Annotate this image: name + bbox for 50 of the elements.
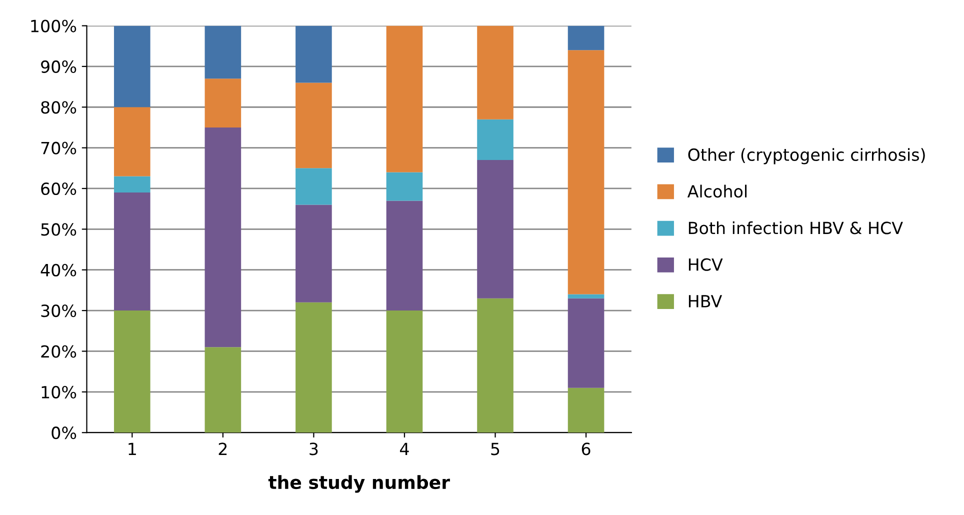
y-tick-label: 50% — [41, 223, 76, 236]
bar — [477, 26, 514, 120]
bar — [296, 82, 332, 168]
y-tick-label: 100% — [31, 20, 76, 32]
bar — [568, 26, 604, 50]
bar — [296, 302, 332, 433]
bar — [114, 26, 150, 108]
bar — [477, 298, 514, 433]
bar — [386, 172, 423, 201]
bar — [386, 310, 423, 433]
bar — [568, 294, 604, 298]
x-tick-label: 6 — [582, 442, 590, 456]
legend-label: Alcohol — [687, 184, 747, 198]
x-tick-label: 5 — [491, 442, 500, 456]
y-tick-label: 70% — [41, 142, 76, 154]
bar — [204, 78, 242, 128]
bar — [568, 50, 604, 294]
legend-label: Both infection HBV & HCV — [688, 221, 903, 234]
bar — [477, 160, 514, 298]
x-axis-title: the study number — [268, 475, 450, 493]
bar — [296, 26, 332, 83]
bar — [386, 200, 423, 311]
x-tick-label: 4 — [400, 442, 409, 455]
x-tick-label: 3 — [310, 442, 318, 456]
y-tick-label: 40% — [40, 264, 76, 276]
bar — [204, 347, 242, 433]
legend-label: Other (cryptogenic cirrhosis) — [688, 148, 925, 164]
y-tick-label: 80% — [41, 101, 76, 114]
bar — [386, 26, 423, 172]
bar — [114, 192, 150, 311]
x-tick-label: 1 — [128, 442, 136, 455]
y-tick-label: 10% — [42, 386, 76, 398]
bar — [477, 119, 514, 160]
bar — [568, 388, 604, 433]
bar — [296, 168, 332, 205]
bar — [204, 26, 242, 79]
legend-label: HCV — [688, 258, 723, 271]
bar — [114, 107, 150, 176]
bar — [204, 127, 242, 348]
bar — [114, 176, 150, 193]
y-tick-label: 20% — [41, 345, 76, 358]
bar — [568, 298, 604, 388]
y-tick-label: 90% — [41, 60, 76, 74]
y-tick-label: 0% — [52, 426, 76, 440]
legend-label: HBV — [688, 295, 722, 308]
bar — [296, 204, 332, 302]
y-tick-label: 60% — [41, 182, 76, 196]
bar — [114, 310, 150, 433]
x-tick-label: 2 — [218, 442, 227, 455]
y-tick-label: 30% — [41, 304, 76, 318]
